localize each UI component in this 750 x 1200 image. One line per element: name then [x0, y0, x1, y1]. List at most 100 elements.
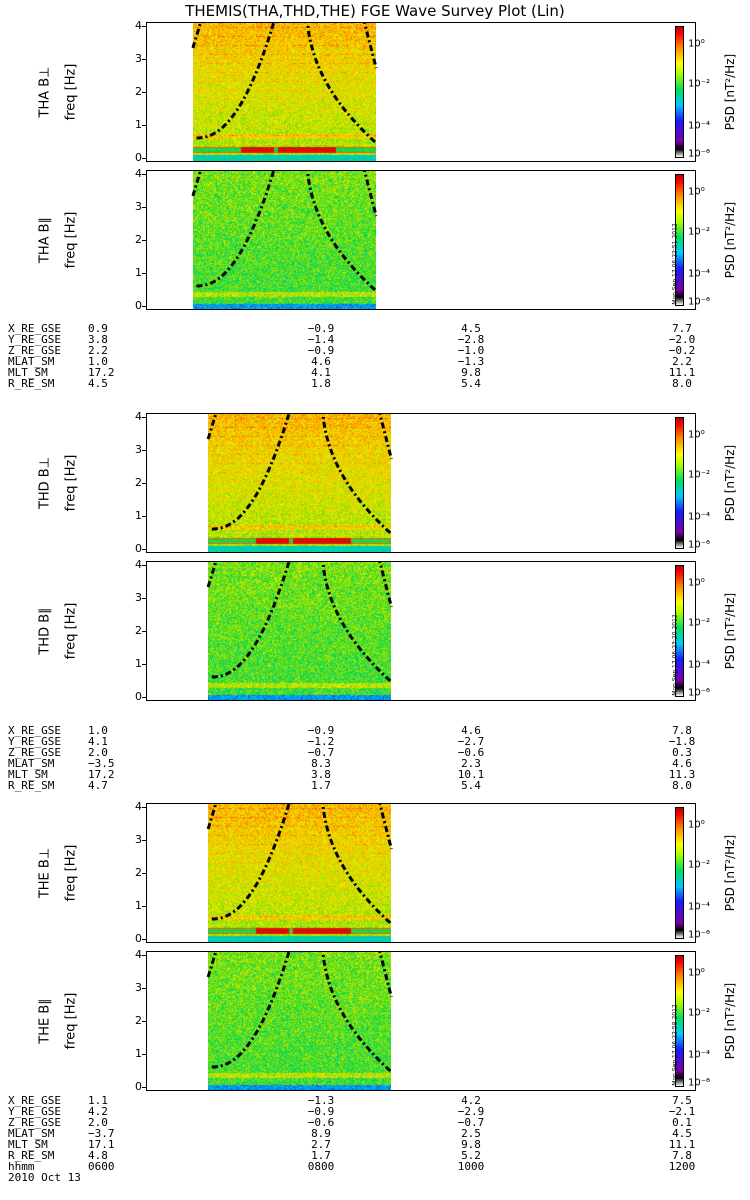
ephemeris-value: 4.5 [88, 377, 108, 390]
ephemeris-value: 7.8 [672, 724, 692, 737]
ephemeris-value: −0.9 [307, 724, 335, 737]
colorbar-unit: PSD [nT²/Hz] [718, 951, 742, 1091]
spectrogram-panel-2: THD B⊥ freq [Hz] 0 1 2 3 4 10⁰ 10⁻² 10⁻⁴ 10⁻⁶ PSD [… [0, 410, 750, 555]
ephemeris-label: MLAT_SM [8, 355, 55, 368]
colorbar-ticks: 10⁰ 10⁻² 10⁻⁴ 10⁻⁶ [686, 807, 718, 941]
colorbar-tick-label: 10⁻⁴ [688, 511, 711, 523]
ephemeris-value: 4.6 [311, 355, 331, 368]
colorbar-ticks: 10⁰ 10⁻² 10⁻⁴ 10⁻⁶ [686, 565, 718, 699]
ephemeris-label: Z_RE_GSE [8, 746, 61, 759]
ephemeris-label: Z_RE_GSE [8, 1116, 61, 1129]
ephemeris-row: MLAT_SM −3.5 8.3 2.3 4.6 [0, 758, 750, 769]
panel-yunit: freq [Hz] [60, 803, 82, 943]
y-tick-mark [142, 664, 146, 665]
y-tick-label: 4 [135, 800, 142, 813]
spectrogram-image [208, 804, 392, 942]
ephemeris-value: −0.7 [457, 1116, 485, 1129]
y-tick-mark [142, 207, 146, 208]
ephemeris-row: MLAT_SM 1.0 4.6 −1.3 2.2 [0, 356, 750, 367]
y-axis-ticks: 0 1 2 3 4 [110, 410, 146, 555]
y-tick-label: 0 [135, 932, 142, 945]
ephemeris-value: −2.0 [668, 333, 696, 346]
ephemeris-row: R_RE_SM 4.5 1.8 5.4 8.0 [0, 378, 750, 389]
ephemeris-row: R_RE_SM 4.7 1.7 5.4 8.0 [0, 780, 750, 791]
panel-ylabel-text: THA B⊥ [37, 66, 53, 118]
ephemeris-label: MLT_SM [8, 366, 48, 379]
y-tick-mark [142, 483, 146, 484]
y-tick-label: 0 [135, 690, 142, 703]
ephemeris-value: 1.0 [88, 724, 108, 737]
generation-timestamp-text: Mon Sep 17 06:23:20 2012 [671, 614, 679, 696]
ephemeris-value: 4.6 [672, 757, 692, 770]
y-axis-ticks: 0 1 2 3 4 [110, 168, 146, 312]
colorbar [675, 174, 684, 306]
y-tick-label: 4 [135, 19, 142, 32]
y-tick-mark [142, 174, 146, 175]
generation-timestamp: Mon Sep 17 06:22:58 2012 [670, 999, 680, 1091]
y-tick-label: 1 [135, 266, 142, 279]
y-tick-label: 2 [135, 476, 142, 489]
spectrogram-image [208, 952, 392, 1090]
ephemeris-value: 2.0 [88, 1116, 108, 1129]
y-tick-mark [142, 417, 146, 418]
y-tick-label: 2 [135, 233, 142, 246]
ephemeris-value: 2.3 [461, 757, 481, 770]
ephemeris-value: 3.8 [311, 768, 331, 781]
ephemeris-label: MLAT_SM [8, 757, 55, 770]
colorbar-tick-label: 10⁻⁶ [688, 296, 711, 308]
ephemeris-value: 8.9 [311, 1127, 331, 1140]
time-tick-label: 1000 [457, 1160, 485, 1173]
y-tick-label: 1 [135, 118, 142, 131]
ephemeris-value: −0.9 [307, 1105, 335, 1118]
generation-timestamp: Mon Sep 17 06:22:51 2012 [670, 218, 680, 310]
colorbar-unit-text: PSD [nT²/Hz] [723, 834, 737, 912]
ephemeris-row: MLAT_SM −3.7 8.9 2.5 4.5 [0, 1128, 750, 1139]
colorbar-ticks: 10⁰ 10⁻² 10⁻⁴ 10⁻⁶ [686, 417, 718, 551]
y-tick-mark [142, 840, 146, 841]
colorbar-unit-text: PSD [nT²/Hz] [723, 53, 737, 131]
colorbar-tick-label: 10⁻⁴ [688, 268, 711, 280]
ephemeris-row: Y_RE_GSE 4.2 −0.9 −2.9 −2.1 [0, 1106, 750, 1117]
ephemeris-value: 2.2 [672, 355, 692, 368]
colorbar-tick-label: 10⁻² [688, 469, 711, 481]
ephemeris-value: 4.6 [461, 724, 481, 737]
plot-area [146, 170, 696, 310]
spectrogram-panel-0: THA B⊥ freq [Hz] 0 1 2 3 4 10⁰ 10⁻² 10⁻⁴ 10⁻⁶ PSD [… [0, 19, 750, 164]
spectrogram-canvas [208, 414, 392, 552]
time-tick-label: 0800 [307, 1160, 335, 1173]
colorbar [675, 417, 684, 549]
y-axis-ticks: 0 1 2 3 4 [110, 559, 146, 703]
y-tick-mark [142, 1021, 146, 1022]
y-tick-label: 4 [135, 410, 142, 423]
panel-yunit-text: freq [Hz] [63, 454, 79, 512]
ephemeris-value: 11.3 [668, 768, 696, 781]
ephemeris-label: Y_RE_GSE [8, 1105, 61, 1118]
ephemeris-row: MLT_SM 17.2 4.1 9.8 11.1 [0, 367, 750, 378]
colorbar-tick-label: 10⁻⁴ [688, 1049, 711, 1061]
colorbar-ticks: 10⁰ 10⁻² 10⁻⁴ 10⁻⁶ [686, 26, 718, 160]
y-axis-ticks: 0 1 2 3 4 [110, 19, 146, 164]
y-axis-ticks: 0 1 2 3 4 [110, 800, 146, 945]
date-label: 2010 Oct 13 [8, 1171, 81, 1184]
panel-yunit-text: freq [Hz] [63, 211, 79, 269]
ephemeris-block-1: X_RE_GSE 1.0 −0.9 4.6 7.8 Y_RE_GSE 4.1 −1.2 −2.7… [0, 725, 750, 791]
ephemeris-value: 1.7 [311, 779, 331, 792]
date-row: 2010 Oct 13 [0, 1172, 750, 1183]
y-tick-label: 1 [135, 509, 142, 522]
colorbar [675, 565, 684, 697]
colorbar-ticks: 10⁰ 10⁻² 10⁻⁴ 10⁻⁶ [686, 174, 718, 308]
colorbar-unit-text: PSD [nT²/Hz] [723, 201, 737, 279]
time-tick-label: 0600 [88, 1160, 115, 1173]
panel-yunit: freq [Hz] [60, 951, 82, 1091]
y-tick-mark [142, 92, 146, 93]
ephemeris-label: R_RE_SM [8, 779, 55, 792]
ephemeris-value: 7.7 [672, 322, 692, 335]
plot-area [146, 561, 696, 701]
ephemeris-value: 0.1 [672, 1116, 692, 1129]
ephemeris-value: 1.0 [88, 355, 108, 368]
ephemeris-label: Y_RE_GSE [8, 735, 61, 748]
ephemeris-value: 4.1 [88, 735, 108, 748]
colorbar-tick-label: 10⁻² [688, 1007, 711, 1019]
ephemeris-value: 5.2 [461, 1149, 481, 1162]
ephemeris-value: −1.2 [307, 735, 335, 748]
